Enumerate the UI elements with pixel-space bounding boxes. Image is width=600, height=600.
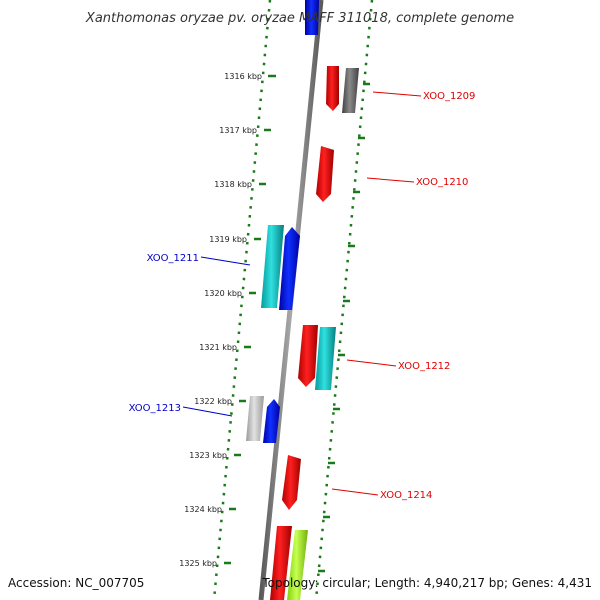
gene-features bbox=[246, 0, 359, 600]
gene-feature[interactable] bbox=[287, 530, 308, 600]
gene-feature[interactable] bbox=[315, 327, 336, 390]
gene-feature[interactable] bbox=[342, 68, 359, 113]
gene-feature[interactable] bbox=[270, 526, 292, 600]
gene-feature[interactable] bbox=[305, 0, 319, 35]
gene-label[interactable]: XOO_1213 bbox=[129, 403, 181, 414]
right-dotted-guide bbox=[314, 0, 374, 600]
leader-line bbox=[346, 359, 397, 367]
gene-label[interactable]: XOO_1210 bbox=[416, 177, 468, 188]
tick-label: 1319 kbp bbox=[209, 235, 247, 244]
gene-labels: XOO_1209 XOO_1210 XOO_1211 XOO_1212 XOO_… bbox=[129, 91, 476, 501]
gene-feature[interactable] bbox=[326, 66, 339, 111]
leader-line bbox=[200, 256, 251, 266]
map-title: Xanthomonas oryzae pv. oryzae MAFF 31101… bbox=[85, 11, 514, 26]
tick-label: 1323 kbp bbox=[189, 451, 227, 460]
tick-label: 1317 kbp bbox=[219, 126, 257, 135]
gene-feature[interactable] bbox=[246, 396, 264, 441]
tick-label: 1321 kbp bbox=[199, 343, 237, 352]
gene-label[interactable]: XOO_1209 bbox=[423, 91, 475, 102]
tick-label: 1325 kbp bbox=[179, 559, 217, 568]
gene-label[interactable]: XOO_1212 bbox=[398, 361, 450, 372]
leader-line bbox=[372, 91, 422, 97]
gene-feature[interactable] bbox=[282, 455, 301, 510]
tick-label: 1322 kbp bbox=[194, 397, 232, 406]
accession-text: Accession: NC_007705 bbox=[8, 576, 144, 590]
tick-label: 1316 kbp bbox=[224, 72, 262, 81]
leader-line bbox=[366, 177, 415, 183]
left-dotted-guide bbox=[212, 0, 272, 600]
tick-label: 1324 kbp bbox=[184, 505, 222, 514]
label-leaders bbox=[182, 91, 422, 496]
topology-text: Topology: circular; Length: 4,940,217 bp… bbox=[261, 576, 592, 590]
tick-marks bbox=[224, 74, 370, 573]
tick-labels: 1316 kbp 1317 kbp 1318 kbp 1319 kbp 1320… bbox=[179, 72, 262, 568]
leader-line bbox=[182, 406, 233, 417]
gene-label[interactable]: XOO_1214 bbox=[380, 490, 432, 501]
gene-label[interactable]: XOO_1211 bbox=[147, 253, 199, 264]
tick-label: 1320 kbp bbox=[204, 289, 242, 298]
leader-line bbox=[331, 488, 379, 496]
gene-feature[interactable] bbox=[316, 146, 334, 202]
gene-feature[interactable] bbox=[261, 225, 284, 308]
gene-feature[interactable] bbox=[298, 325, 318, 387]
tick-label: 1318 kbp bbox=[214, 180, 252, 189]
gene-feature[interactable] bbox=[263, 399, 280, 443]
gene-feature[interactable] bbox=[279, 227, 300, 310]
